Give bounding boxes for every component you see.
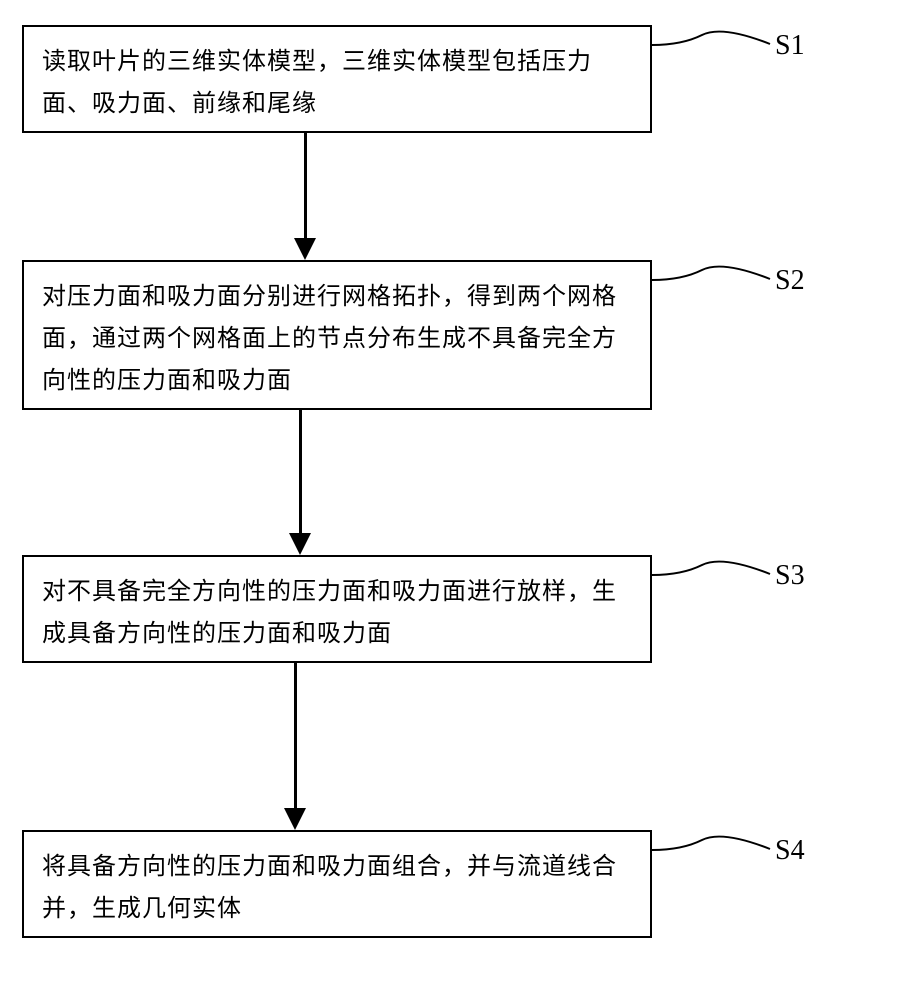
label-curve-s3 [652,555,772,595]
label-curve-s2 [652,260,772,300]
connector-s3-s4 [294,663,297,809]
step-box-s2: 对压力面和吸力面分别进行网格拓扑，得到两个网格面，通过两个网格面上的节点分布生成… [22,260,652,410]
flowchart-container: 读取叶片的三维实体模型，三维实体模型包括压力面、吸力面、前缘和尾缘 S1 对压力… [0,0,910,1000]
arrow-s2-s3 [289,533,311,555]
arrow-s3-s4 [284,808,306,830]
step-label-s1: S1 [775,30,805,62]
step-box-s1: 读取叶片的三维实体模型，三维实体模型包括压力面、吸力面、前缘和尾缘 [22,25,652,133]
step-text-s1: 读取叶片的三维实体模型，三维实体模型包括压力面、吸力面、前缘和尾缘 [42,41,632,125]
step-text-s4: 将具备方向性的压力面和吸力面组合，并与流道线合并，生成几何实体 [42,846,632,930]
label-curve-s1 [652,25,772,65]
step-box-s4: 将具备方向性的压力面和吸力面组合，并与流道线合并，生成几何实体 [22,830,652,938]
connector-s2-s3 [299,410,302,534]
step-label-s4: S4 [775,835,805,867]
step-label-s3: S3 [775,560,805,592]
connector-s1-s2 [304,133,307,239]
arrow-s1-s2 [294,238,316,260]
step-text-s2: 对压力面和吸力面分别进行网格拓扑，得到两个网格面，通过两个网格面上的节点分布生成… [42,276,632,402]
step-label-s2: S2 [775,265,805,297]
label-curve-s4 [652,830,772,870]
step-text-s3: 对不具备完全方向性的压力面和吸力面进行放样，生成具备方向性的压力面和吸力面 [42,571,632,655]
step-box-s3: 对不具备完全方向性的压力面和吸力面进行放样，生成具备方向性的压力面和吸力面 [22,555,652,663]
